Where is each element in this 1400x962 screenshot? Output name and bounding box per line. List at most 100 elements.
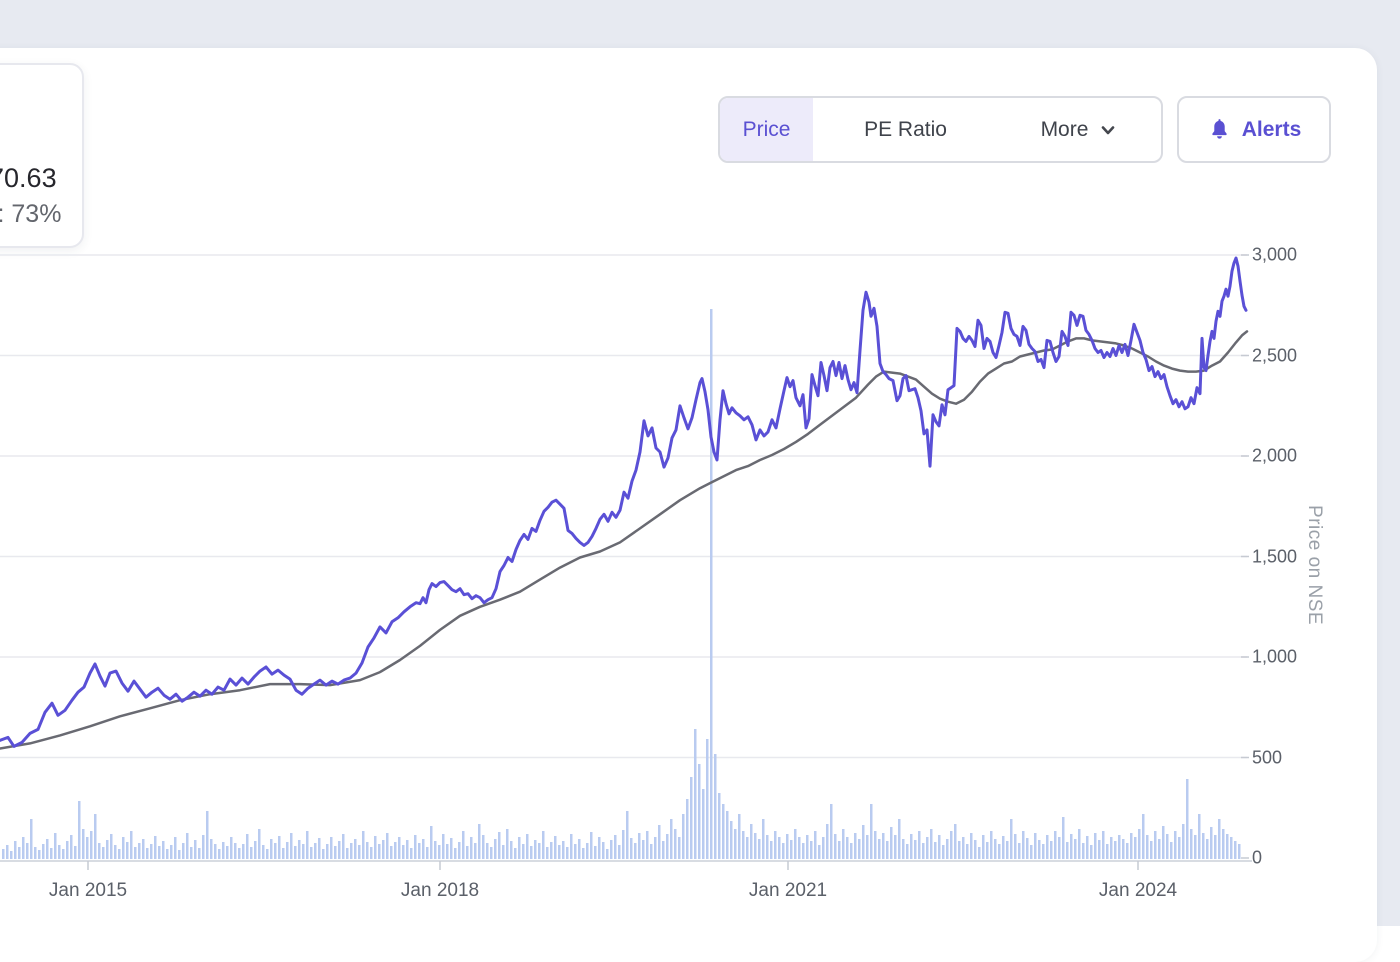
price-chart[interactable]: 0 500 1,000 1,500 2,000 2,500 3,000 Jan 2015 Ja… bbox=[0, 0, 1364, 926]
volume-bar bbox=[410, 848, 413, 859]
volume-bar bbox=[782, 843, 785, 859]
y-axis-label: 0 bbox=[1252, 847, 1263, 868]
volume-bar bbox=[938, 835, 941, 859]
volume-bar bbox=[1094, 833, 1097, 859]
price-line bbox=[0, 256, 1248, 748]
y-axis-label: 500 bbox=[1252, 747, 1283, 767]
volume-bar bbox=[1218, 819, 1221, 859]
volume-bar bbox=[1210, 827, 1213, 859]
volume-bar bbox=[534, 840, 537, 859]
volume-bar bbox=[1234, 841, 1237, 859]
volume-bar bbox=[982, 835, 985, 859]
volume-bar bbox=[338, 841, 341, 859]
y-axis-title: Price on NSE bbox=[1304, 505, 1325, 626]
volume-bar bbox=[130, 831, 133, 859]
volume-bar bbox=[1014, 834, 1017, 859]
volume-bar bbox=[898, 819, 901, 859]
volume-bar bbox=[134, 847, 137, 859]
volume-bar bbox=[630, 838, 633, 859]
volume-bar bbox=[958, 841, 961, 859]
volume-bar bbox=[106, 840, 109, 859]
volume-bar bbox=[1098, 840, 1101, 859]
volume-bar bbox=[922, 843, 925, 859]
volume-bar bbox=[290, 833, 293, 859]
volume-bar bbox=[218, 849, 221, 859]
volume-bar bbox=[1130, 833, 1133, 859]
volume-bar bbox=[710, 309, 713, 859]
volume-bar bbox=[978, 847, 981, 859]
volume-bar bbox=[794, 829, 797, 859]
volume-bar bbox=[1042, 844, 1045, 859]
volume-bar bbox=[6, 845, 9, 859]
volume-bar bbox=[86, 837, 89, 859]
volume-bar bbox=[818, 845, 821, 859]
volume-bar bbox=[1110, 837, 1113, 859]
page-background: 570.63 k D: 73% Price PE Ratio More Aler… bbox=[0, 0, 1400, 926]
volume-bar bbox=[82, 829, 85, 859]
volume-bar bbox=[862, 825, 865, 859]
volume-bar bbox=[634, 843, 637, 859]
volume-bar bbox=[786, 834, 789, 859]
tab-price[interactable]: Price bbox=[720, 98, 813, 161]
volume-bar bbox=[294, 846, 297, 859]
volume-bar bbox=[98, 843, 101, 859]
volume-bar bbox=[314, 843, 317, 859]
volume-bar bbox=[650, 844, 653, 859]
volume-bar bbox=[1054, 831, 1057, 859]
volume-bar bbox=[466, 846, 469, 859]
chart-card: 570.63 k D: 73% Price PE Ratio More Aler… bbox=[0, 48, 1377, 962]
volume-bar bbox=[1146, 835, 1149, 859]
volume-bar bbox=[998, 844, 1001, 859]
volume-bar bbox=[1154, 831, 1157, 859]
volume-bar bbox=[442, 834, 445, 859]
volume-bar bbox=[1086, 836, 1089, 859]
volume-bar bbox=[578, 839, 581, 859]
volume-bar bbox=[806, 835, 809, 859]
volume-bar bbox=[286, 842, 289, 859]
volume-bar bbox=[510, 841, 513, 859]
volume-bar bbox=[810, 841, 813, 859]
volume-bar bbox=[242, 844, 245, 859]
volume-bar bbox=[366, 842, 369, 859]
volume-bar bbox=[518, 837, 521, 859]
volume-bar bbox=[950, 831, 953, 859]
volume-bar bbox=[842, 829, 845, 859]
x-axis-label: Jan 2018 bbox=[400, 880, 480, 901]
volume-bar bbox=[94, 814, 97, 859]
volume-bar bbox=[26, 843, 29, 859]
volume-bar bbox=[1050, 841, 1053, 859]
volume-bar bbox=[822, 837, 825, 859]
volume-bar bbox=[18, 847, 21, 859]
y-axis-label: 1,500 bbox=[1252, 546, 1298, 566]
volume-bar bbox=[554, 836, 557, 859]
volume-bar bbox=[270, 839, 273, 859]
volume-bar bbox=[606, 849, 609, 859]
volume-bar bbox=[590, 832, 593, 859]
volume-bar bbox=[470, 837, 473, 859]
volume-bar bbox=[14, 841, 17, 859]
volume-bar bbox=[1034, 833, 1037, 859]
volume-bar bbox=[258, 829, 261, 859]
volume-bar bbox=[1066, 842, 1069, 859]
volume-bar bbox=[718, 793, 721, 859]
alerts-button[interactable]: Alerts bbox=[1177, 96, 1331, 163]
volume-bar bbox=[746, 837, 749, 859]
volume-bar bbox=[1186, 779, 1189, 859]
volume-bar bbox=[418, 843, 421, 859]
volume-bar bbox=[62, 849, 65, 859]
tooltip-price-value: 570.63 bbox=[0, 163, 57, 193]
volume-bar bbox=[766, 835, 769, 859]
volume-bar bbox=[234, 843, 237, 859]
volume-bar bbox=[1062, 817, 1065, 859]
y-axis-label: 2,000 bbox=[1252, 445, 1298, 466]
tab-more[interactable]: More bbox=[998, 98, 1161, 161]
volume-bar bbox=[846, 837, 849, 859]
volume-bar bbox=[670, 819, 673, 859]
volume-bar bbox=[250, 847, 253, 859]
volume-bar bbox=[654, 837, 657, 859]
volume-bar bbox=[522, 844, 525, 859]
volume-bar bbox=[178, 850, 181, 859]
volume-bar bbox=[254, 841, 257, 859]
volume-bar bbox=[230, 837, 233, 859]
tab-pe-ratio[interactable]: PE Ratio bbox=[813, 98, 998, 161]
